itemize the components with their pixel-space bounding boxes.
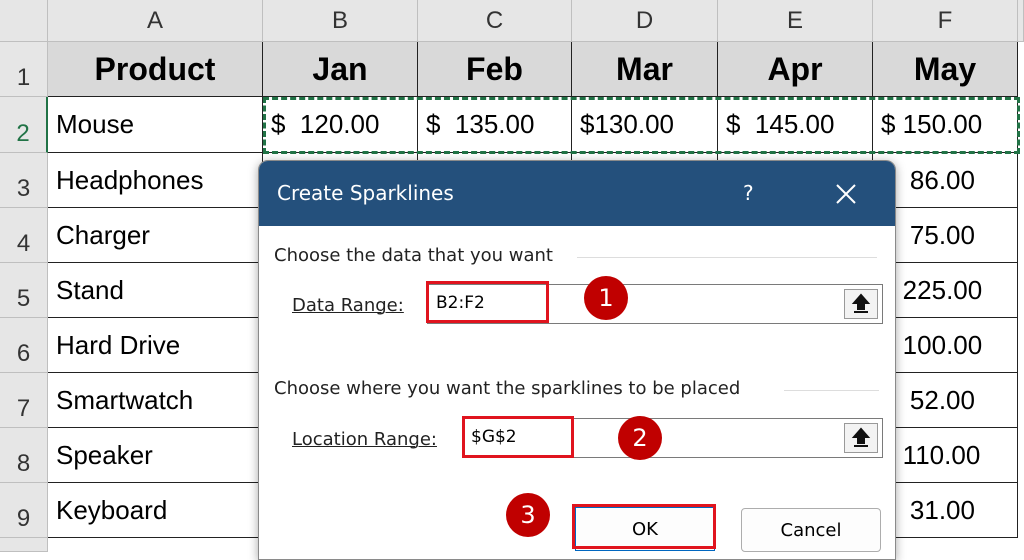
select-all[interactable] [0,0,48,42]
column-header: C [418,0,572,42]
header-cell: Apr [718,42,873,97]
header-cell: Jan [263,42,418,97]
cell: $130.00 [572,97,718,153]
row-header: 5 [0,263,48,318]
row-header: 9 [0,483,48,538]
field-label: Location Range: [292,429,437,450]
cell: Charger [48,208,263,263]
row-header [0,538,48,552]
row-header: 8 [0,428,48,483]
help-button[interactable]: ? [743,181,754,205]
header-cell: Mar [572,42,718,97]
column-header: E [718,0,873,42]
row-header: 1 [0,42,48,97]
cancel-button[interactable]: Cancel [741,508,881,552]
row-header: 3 [0,153,48,208]
callout-number: 1 [584,276,628,320]
header-cell: Feb [418,42,572,97]
ok-button[interactable]: OK [575,507,715,551]
row-header: 2 [0,97,48,153]
cell: Speaker [48,428,263,483]
dialog-title: Create Sparklines [277,181,454,205]
separator [577,257,877,258]
column-header: A [48,0,263,42]
close-button[interactable] [835,183,857,205]
section-label: Choose where you want the sparklines to … [274,378,741,399]
column-header [1018,0,1024,42]
text-input[interactable]: $G$2 [462,418,883,458]
column-header: F [873,0,1018,42]
callout-number: 2 [618,416,662,460]
cell: $ 150.00 [873,97,1018,153]
cell: Keyboard [48,483,263,538]
input-value: B2:F2 [436,293,485,313]
cell: $ 135.00 [418,97,572,153]
cell: Hard Drive [48,318,263,373]
cell: Mouse [48,97,263,153]
cell: $ 120.00 [263,97,418,153]
cell: Stand [48,263,263,318]
field-label: Data Range: [292,295,404,316]
collapse-button[interactable] [844,423,878,453]
header-cell: Product [48,42,263,97]
input-value: $G$2 [471,427,517,447]
row-header: 7 [0,373,48,428]
upload-icon [851,427,871,447]
copy-selection [263,97,1020,154]
header-cell: May [873,42,1018,97]
separator [784,390,879,391]
cell: Smartwatch [48,373,263,428]
upload-icon [851,293,871,313]
highlight-box [426,281,549,323]
section-label: Choose the data that you want [274,245,553,266]
dialog: Create Sparklines ? Choose the data that… [258,160,896,560]
column-header: B [263,0,418,42]
highlight-box [462,416,574,458]
highlight-box [572,504,716,549]
cell: Headphones [48,153,263,208]
row-header: 4 [0,208,48,263]
column-header: D [572,0,718,42]
title-bar: Create Sparklines ? [259,161,895,226]
row-header: 6 [0,318,48,373]
collapse-button[interactable] [844,289,878,319]
callout-number: 3 [506,493,550,537]
